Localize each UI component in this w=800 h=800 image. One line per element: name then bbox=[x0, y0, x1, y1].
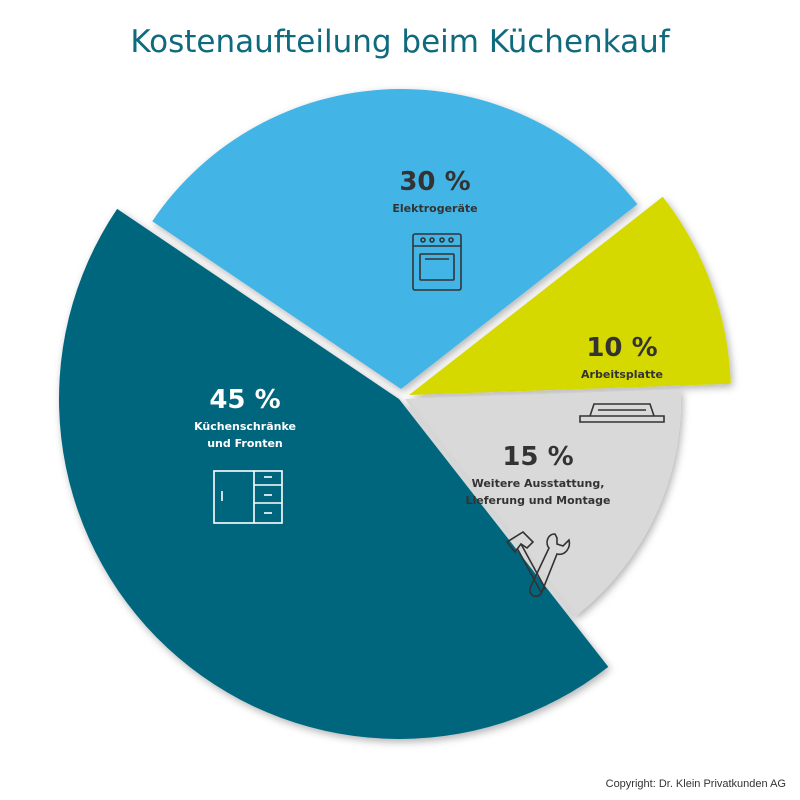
chart-title: Kostenaufteilung beim Küchenkauf bbox=[130, 24, 670, 60]
slice-value-label: 45 % bbox=[209, 385, 280, 415]
countertop-icon bbox=[579, 403, 665, 423]
copyright-note: Copyright: Dr. Klein Privatkunden AG bbox=[605, 778, 786, 790]
pie-slice-1 bbox=[152, 89, 638, 389]
pie-slice-4 bbox=[58, 208, 609, 740]
hammer-wrench-icon bbox=[505, 530, 571, 598]
slice-category-label: und Fronten bbox=[207, 437, 283, 450]
slice-category-label: Elektrogeräte bbox=[392, 202, 477, 215]
slice-category-label: Weitere Ausstattung, bbox=[472, 477, 605, 490]
slice-value-label: 15 % bbox=[502, 442, 573, 472]
pie-slice-3 bbox=[405, 389, 681, 617]
slice-value-label: 10 % bbox=[586, 333, 657, 363]
stove-icon bbox=[412, 233, 462, 291]
slice-category-label: Arbeitsplatte bbox=[581, 368, 663, 381]
slice-value-label: 30 % bbox=[399, 167, 470, 197]
cabinet-icon bbox=[213, 470, 283, 524]
slice-category-label: Lieferung und Montage bbox=[466, 494, 611, 507]
pie-slice-2 bbox=[409, 196, 731, 395]
slice-category-label: Küchenschränke bbox=[194, 420, 296, 433]
